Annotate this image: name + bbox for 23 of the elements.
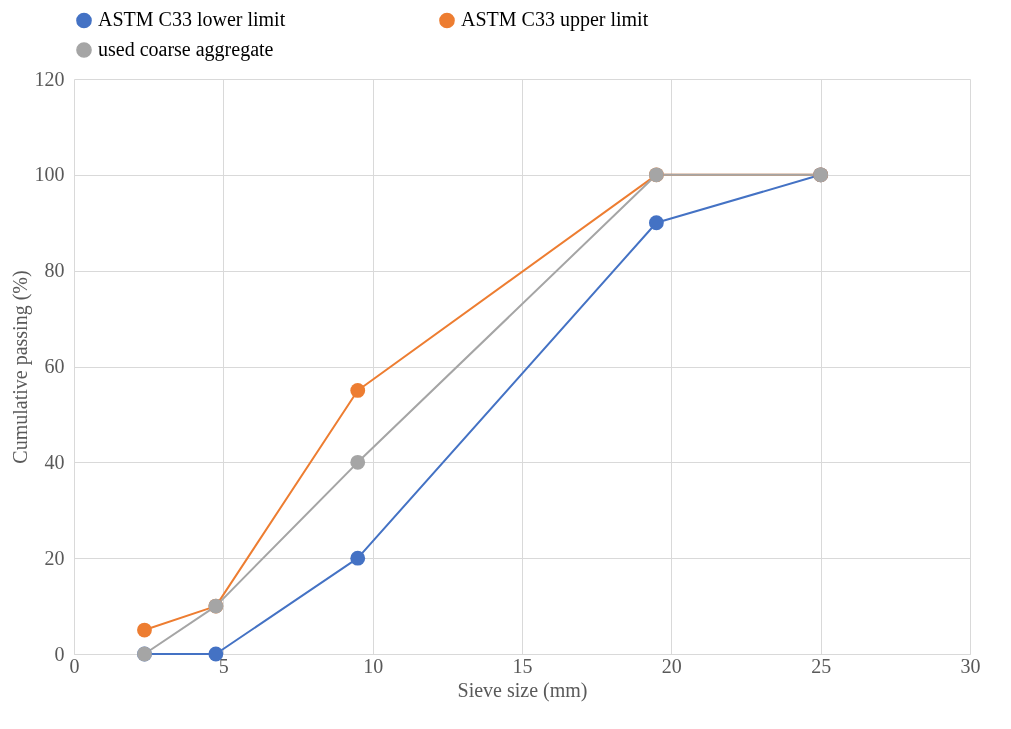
point [350,550,366,566]
point [137,622,152,638]
y-tick-label: 120 [34,67,65,90]
legend-label: used coarse aggregate [98,38,274,61]
y-tick-label: 80 [44,259,65,282]
x-tick-label: 15 [512,654,533,677]
x-tick-label: 25 [811,654,832,677]
y-tick-label: 100 [34,163,65,186]
legend-label: ASTM C33 lower limit [98,8,286,31]
x-tick-label: 30 [960,654,981,677]
y-tick-label: 40 [44,450,65,473]
point [350,383,366,398]
x-tick-label: 0 [69,654,80,677]
x-tick-label: 5 [218,654,229,677]
point [350,454,366,470]
y-tick-label: 20 [44,546,65,569]
point [648,215,664,231]
legend-label: ASTM C33 upper limit [461,8,649,32]
x-tick-label: 10 [363,654,384,677]
y-axis-title: Cumulative passing (%) [8,270,32,464]
x-axis-title: Sieve size (mm) [457,678,588,702]
x-tick-label: 20 [661,654,682,677]
y-tick-label: 60 [44,355,65,377]
